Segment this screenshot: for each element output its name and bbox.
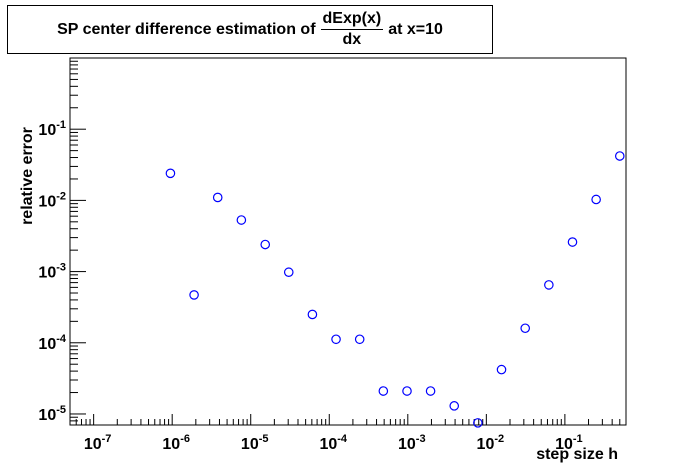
y-tick-label: 10-3 [38,262,66,282]
data-point [496,364,507,375]
x-tick-label: 10-2 [477,433,505,453]
y-tick-label: 10-4 [38,333,66,353]
title-fraction-numerator: dExp(x) [320,11,384,30]
data-point [520,323,531,334]
data-point [614,151,625,161]
plot-frame [69,57,627,426]
axis-tick-labels: 10-7 10-6 10-5 10-4 10-3 10-2 10-1 10-5 10-4 10-3… [38,119,582,453]
x-axis-label: step size h [536,446,618,463]
data-point [402,386,412,396]
x-tick-label: 10-3 [398,433,426,453]
chart-title-box: SP center difference estimation of dExp(… [7,5,493,54]
data-point [236,215,247,225]
x-tick-label: 10-7 [84,433,112,453]
title-fraction: dExp(x) dx [320,11,384,48]
y-axis-label: relative error [19,127,36,225]
data-point [544,280,554,290]
y-tick-label: 10-1 [38,119,66,139]
data-markers [165,151,625,428]
data-point [354,334,365,345]
data-point [212,192,223,203]
x-tick-label: 10-1 [555,433,583,453]
data-point [591,194,601,205]
x-tick-label: 10-6 [162,433,190,453]
data-point [307,309,318,320]
x-tick-label: 10-4 [319,433,347,453]
data-point [567,237,578,247]
data-point [331,334,341,345]
title-fraction-denominator: dx [342,31,362,48]
chart-title: SP center difference estimation of dExp(… [8,6,492,53]
y-tick-label: 10-2 [38,190,66,210]
data-point [189,290,199,300]
axis-ticks [69,57,621,426]
title-prefix: SP center difference estimation of [57,20,316,38]
data-point [425,386,436,396]
data-point [378,386,389,396]
data-point [165,168,176,179]
data-point [283,267,294,278]
data-point [473,418,483,428]
x-tick-label: 10-5 [241,433,269,453]
y-tick-label: 10-5 [38,404,66,424]
data-point [449,401,460,411]
data-point [260,239,271,250]
title-suffix: at x=10 [388,20,443,38]
